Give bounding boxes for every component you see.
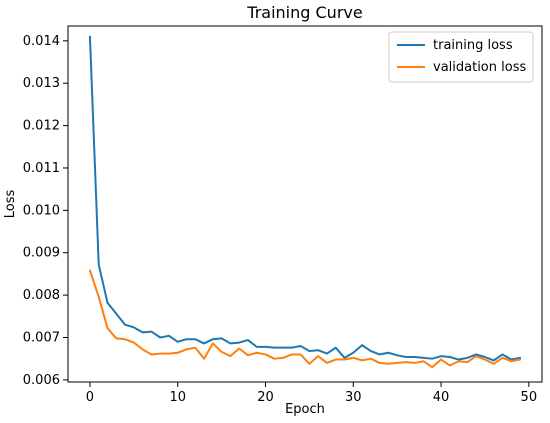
x-axis-label: Epoch	[285, 402, 325, 417]
legend-label-validation-loss: validation loss	[433, 60, 526, 75]
y-tick-label: 0.014	[23, 34, 60, 49]
x-tick-label: 20	[257, 390, 274, 405]
y-tick-label: 0.007	[23, 331, 60, 346]
plot-area: 0.006 0.007 0.008 0.009 0.010 0.011 0.012 0.013…	[23, 25, 543, 405]
y-axis: 0.006 0.007 0.008 0.009 0.010 0.011 0.012 0.013…	[23, 34, 68, 388]
x-tick-label: 30	[345, 390, 362, 405]
x-axis: 0 10 20 30 40 50	[86, 382, 537, 405]
chart-title: Training Curve	[246, 3, 362, 22]
y-tick-label: 0.006	[23, 373, 60, 388]
legend-label-training-loss: training loss	[433, 38, 513, 53]
x-tick-label: 40	[433, 390, 450, 405]
x-tick-label: 50	[521, 390, 538, 405]
series-line-validation-loss	[88, 269, 522, 369]
y-tick-label: 0.011	[23, 161, 60, 176]
y-tick-label: 0.008	[23, 288, 60, 303]
y-axis-label: Loss	[3, 190, 18, 219]
y-tick-label: 0.013	[23, 76, 60, 91]
x-tick-label: 0	[86, 390, 94, 405]
y-tick-label: 0.009	[23, 246, 60, 261]
x-tick-label: 10	[169, 390, 186, 405]
legend: training loss validation loss	[388, 31, 534, 83]
y-tick-label: 0.010	[23, 203, 60, 218]
y-tick-label: 0.012	[23, 119, 60, 134]
axes-frame	[67, 25, 543, 383]
series-line-training-loss	[88, 35, 522, 362]
series-lines	[88, 35, 522, 369]
